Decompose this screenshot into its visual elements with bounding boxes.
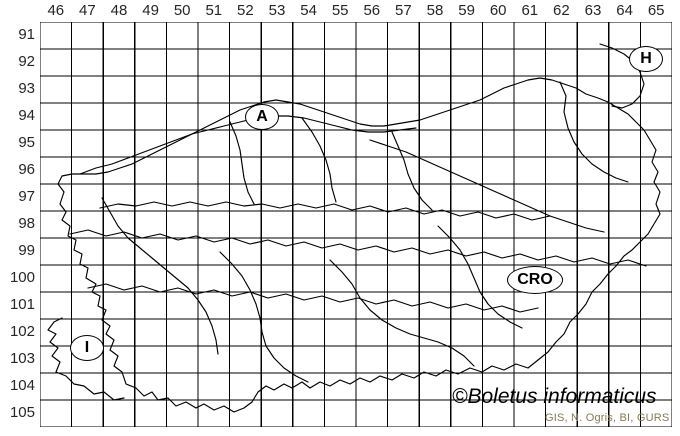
- row-label-93: 93: [18, 80, 35, 97]
- row-label-91: 91: [18, 26, 35, 43]
- column-label-64: 64: [616, 2, 633, 19]
- row-label-98: 98: [18, 215, 35, 232]
- row-label-95: 95: [18, 134, 35, 151]
- slovenia-border: [57, 77, 661, 413]
- column-label-47: 47: [79, 2, 96, 19]
- region-boundary-prekmurje: [559, 81, 629, 183]
- row-label-101: 101: [9, 296, 35, 313]
- grid-lines-svg: [40, 22, 672, 427]
- column-label-63: 63: [584, 2, 602, 19]
- row-label-104: 104: [9, 377, 35, 394]
- row-label-100: 100: [9, 269, 35, 286]
- coastline-istria: [47, 317, 125, 401]
- column-label-54: 54: [300, 2, 317, 19]
- row-label-105: 105: [9, 404, 35, 421]
- column-label-53: 53: [268, 2, 286, 19]
- region-boundary-gorenjska: [229, 121, 255, 205]
- column-label-51: 51: [205, 2, 223, 19]
- credits-text: GIS, N. Ogris, BI, GURS: [545, 412, 670, 424]
- column-label-59: 59: [458, 2, 475, 19]
- region-boundary-dolenjska: [329, 259, 475, 367]
- column-label-61: 61: [521, 2, 539, 19]
- region-boundary-soca: [101, 197, 219, 355]
- region-boundary-posavje: [437, 225, 523, 329]
- column-label-57: 57: [395, 2, 412, 19]
- region-boundary-karst: [87, 283, 539, 313]
- column-label-46: 46: [47, 2, 65, 19]
- column-label-55: 55: [331, 2, 349, 19]
- column-label-65: 65: [647, 2, 665, 19]
- row-label-103: 103: [9, 350, 35, 367]
- region-boundary-savinjska: [391, 131, 433, 211]
- column-label-60: 60: [489, 2, 507, 19]
- row-label-94: 94: [18, 107, 35, 124]
- column-label-49: 49: [142, 2, 159, 19]
- row-label-92: 92: [18, 53, 35, 70]
- column-label-48: 48: [110, 2, 128, 19]
- map-grid-area: [40, 22, 672, 427]
- region-boundary-koroska: [301, 117, 337, 203]
- badge-croatia: CRO: [507, 266, 563, 294]
- column-label-58: 58: [426, 2, 444, 19]
- row-label-96: 96: [18, 161, 35, 178]
- row-label-99: 99: [18, 242, 35, 259]
- badge-italy: I: [70, 335, 104, 361]
- border-prekmurje-tip: [599, 43, 645, 109]
- badge-hungary: H: [629, 46, 663, 72]
- region-boundary-drava: [369, 139, 605, 233]
- column-label-62: 62: [553, 2, 570, 19]
- column-label-52: 52: [237, 2, 254, 19]
- column-label-50: 50: [173, 2, 191, 19]
- badge-austria: A: [245, 104, 279, 130]
- column-label-56: 56: [363, 2, 381, 19]
- copyright-text: ©Boletus informaticus: [452, 385, 657, 408]
- row-label-102: 102: [9, 323, 35, 340]
- row-label-97: 97: [18, 188, 35, 205]
